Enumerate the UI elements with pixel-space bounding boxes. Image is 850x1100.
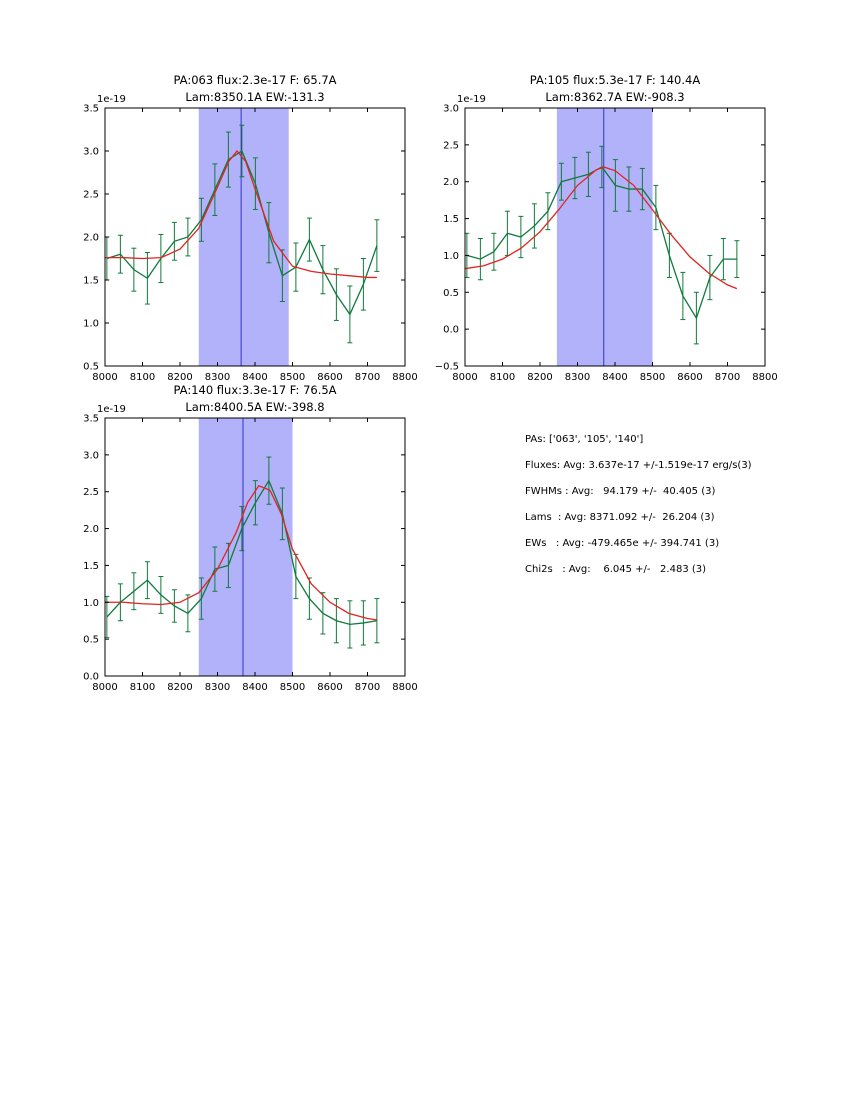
- svg-text:3.0: 3.0: [83, 450, 99, 461]
- svg-text:1.0: 1.0: [83, 319, 99, 330]
- plot-area: 8000 8100 8200 8300 8400 8500 8600 8700 8800 −0.5…: [435, 94, 778, 384]
- svg-text:8700: 8700: [715, 372, 740, 383]
- svg-text:8100: 8100: [130, 372, 155, 383]
- svg-text:8800: 8800: [392, 682, 417, 693]
- spectrum-data-line: [106, 479, 377, 626]
- svg-text:8400: 8400: [602, 372, 627, 383]
- gaussian-fit-line: [105, 149, 377, 279]
- svg-text:8100: 8100: [130, 682, 155, 693]
- svg-text:0.5: 0.5: [83, 362, 99, 373]
- axis-offset-label: 1e-19: [97, 94, 126, 105]
- plot-area: 8000 8100 8200 8300 8400 8500 8600 8700 8800 0.5 1…: [83, 94, 418, 384]
- chart-title-line1: PA:140 flux:3.3e-17 F: 76.5A: [173, 383, 337, 397]
- svg-text:3.0: 3.0: [443, 104, 459, 115]
- svg-text:8600: 8600: [317, 682, 342, 693]
- plot-area: 8000 8100 8200 8300 8400 8500 8600 8700 8800 0.0 0…: [83, 404, 418, 694]
- svg-text:8700: 8700: [355, 682, 380, 693]
- spectrum-data-line: [106, 150, 378, 316]
- svg-text:2.0: 2.0: [83, 233, 99, 244]
- svg-text:3.0: 3.0: [83, 147, 99, 158]
- tick-marks: [464, 107, 766, 367]
- chart-pa063: PA:063 flux:2.3e-17 F: 65.7A Lam:8350.1A…: [50, 70, 422, 400]
- gaussian-fit-line: [464, 166, 738, 290]
- highlight-span: [198, 108, 289, 366]
- svg-text:8600: 8600: [317, 372, 342, 383]
- svg-text:8200: 8200: [167, 682, 192, 693]
- spectrum-data-line: [466, 166, 737, 320]
- svg-text:2.5: 2.5: [83, 190, 99, 201]
- svg-text:8300: 8300: [565, 372, 590, 383]
- svg-text:3.5: 3.5: [83, 414, 99, 425]
- svg-text:1.5: 1.5: [83, 276, 99, 287]
- chart-title-line1: PA:063 flux:2.3e-17 F: 65.7A: [173, 73, 337, 87]
- svg-text:1.0: 1.0: [443, 251, 459, 262]
- stats-line-chi2s: Chi2s : Avg: 6.045 +/- 2.483 (3): [525, 564, 707, 575]
- chart-title-line2: Lam:8362.7A EW:-908.3: [545, 90, 685, 104]
- chart-title-line1: PA:105 flux:5.3e-17 F: 140.4A: [529, 73, 701, 87]
- gaussian-fit-line: [105, 485, 377, 621]
- tick-marks: [104, 417, 406, 677]
- svg-text:0.0: 0.0: [83, 672, 99, 683]
- chart-pa105: PA:105 flux:5.3e-17 F: 140.4A Lam:8362.7…: [410, 70, 782, 400]
- axis-offset-label: 1e-19: [457, 94, 486, 105]
- svg-text:8400: 8400: [242, 682, 267, 693]
- chart-title-line2: Lam:8400.5A EW:-398.8: [185, 400, 325, 414]
- svg-text:0.5: 0.5: [83, 635, 99, 646]
- stats-line-ews: EWs : Avg: -479.465e +/- 394.741 (3): [525, 538, 720, 549]
- svg-text:8200: 8200: [527, 372, 552, 383]
- svg-text:2.5: 2.5: [83, 487, 99, 498]
- svg-text:8100: 8100: [490, 372, 515, 383]
- tick-labels: 8000 8100 8200 8300 8400 8500 8600 8700 8800 −0.5…: [435, 104, 778, 384]
- svg-text:1.5: 1.5: [443, 214, 459, 225]
- svg-text:8400: 8400: [242, 372, 267, 383]
- svg-text:1.0: 1.0: [83, 598, 99, 609]
- svg-text:8000: 8000: [452, 372, 477, 383]
- stats-line-pas: PAs: ['063', '105', '140']: [525, 434, 644, 445]
- svg-text:2.5: 2.5: [443, 140, 459, 151]
- chart-pa140: PA:140 flux:3.3e-17 F: 76.5A Lam:8400.5A…: [50, 380, 422, 710]
- svg-text:0.0: 0.0: [443, 325, 459, 336]
- svg-text:8500: 8500: [640, 372, 665, 383]
- summary-stats-block: PAs: ['063', '105', '140'] Fluxes: Avg: …: [525, 434, 752, 590]
- svg-text:3.5: 3.5: [83, 104, 99, 115]
- svg-text:8800: 8800: [392, 372, 417, 383]
- svg-text:8800: 8800: [752, 372, 777, 383]
- stats-line-lams: Lams : Avg: 8371.092 +/- 26.204 (3): [525, 512, 715, 523]
- stats-line-fwhms: FWHMs : Avg: 94.179 +/- 40.405 (3): [525, 486, 716, 497]
- tick-marks: [104, 107, 406, 367]
- svg-text:2.0: 2.0: [83, 524, 99, 535]
- svg-text:8000: 8000: [92, 372, 117, 383]
- svg-text:−0.5: −0.5: [435, 362, 459, 373]
- axis-offset-label: 1e-19: [97, 404, 126, 415]
- svg-text:8300: 8300: [205, 682, 230, 693]
- highlight-span: [556, 108, 653, 366]
- stats-line-fluxes: Fluxes: Avg: 3.637e-17 +/-1.519e-17 erg/…: [525, 460, 752, 471]
- svg-text:8000: 8000: [92, 682, 117, 693]
- chart-title-line2: Lam:8350.1A EW:-131.3: [185, 90, 325, 104]
- svg-text:8600: 8600: [677, 372, 702, 383]
- svg-text:8300: 8300: [205, 372, 230, 383]
- svg-text:0.5: 0.5: [443, 288, 459, 299]
- svg-text:8500: 8500: [280, 372, 305, 383]
- tick-labels: 8000 8100 8200 8300 8400 8500 8600 8700 8800 0.0 0…: [83, 414, 418, 694]
- tick-labels: 8000 8100 8200 8300 8400 8500 8600 8700 8800 0.5 1…: [83, 104, 418, 384]
- svg-text:1.5: 1.5: [83, 561, 99, 572]
- svg-text:8700: 8700: [355, 372, 380, 383]
- svg-text:2.0: 2.0: [443, 177, 459, 188]
- svg-text:8500: 8500: [280, 682, 305, 693]
- svg-text:8200: 8200: [167, 372, 192, 383]
